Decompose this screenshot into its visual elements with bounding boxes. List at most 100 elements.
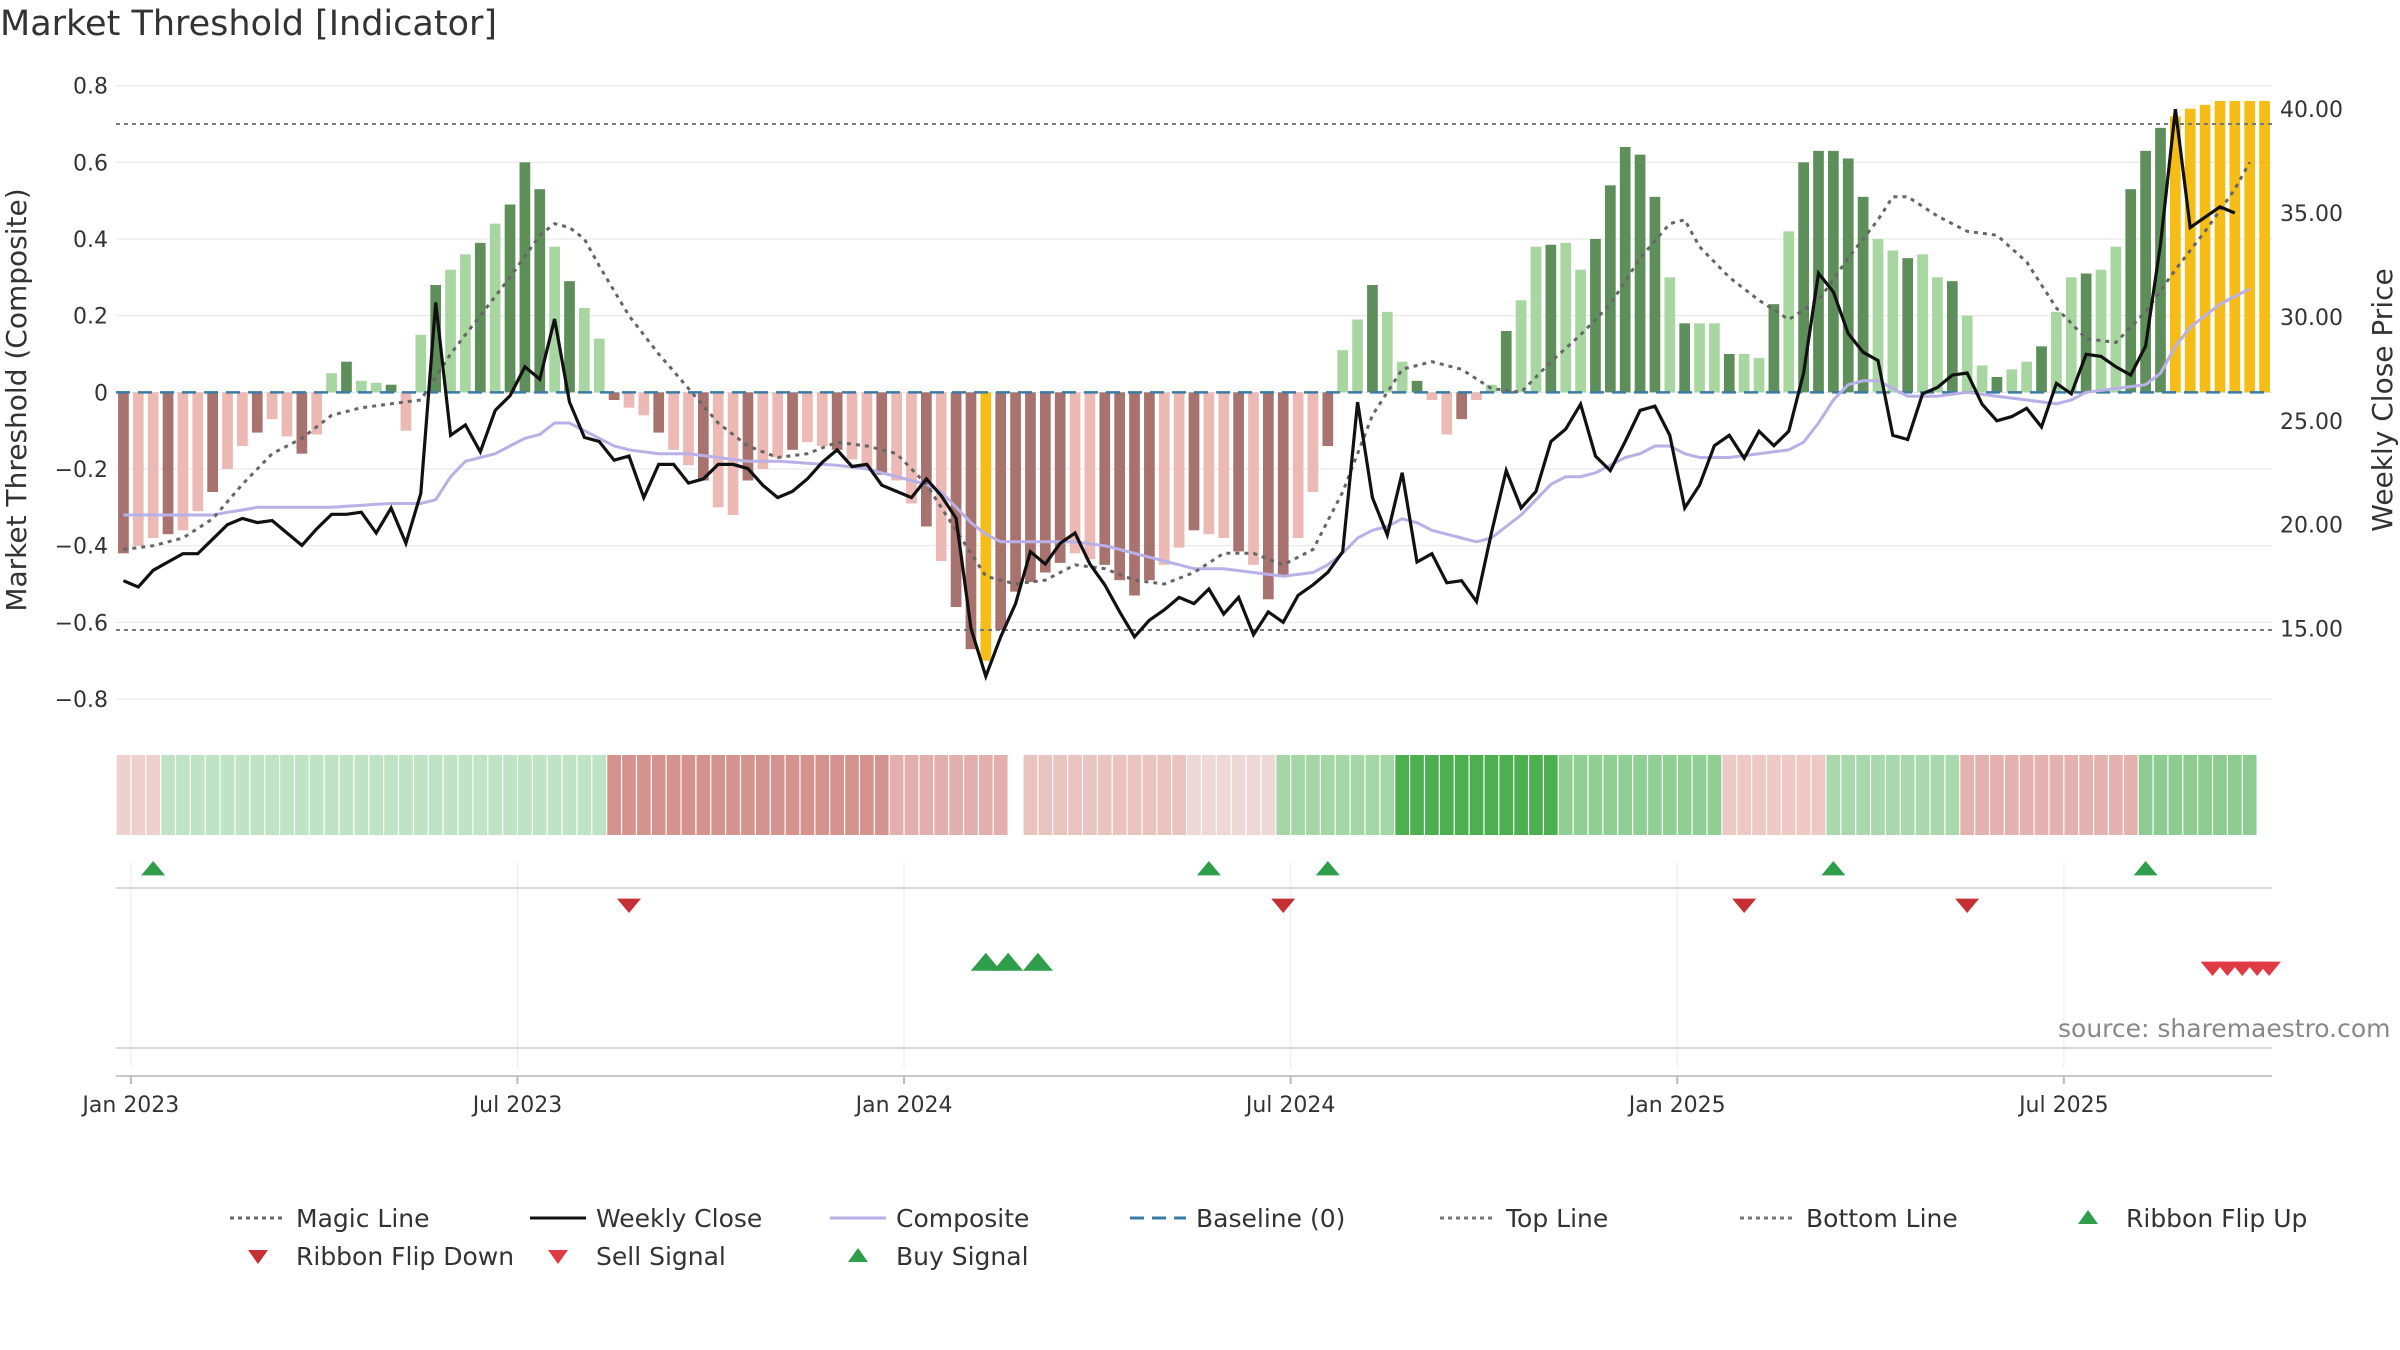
ribbon-cell (384, 755, 398, 835)
ribbon-cell (637, 755, 651, 835)
ribbon-cell (696, 755, 711, 835)
composite-bar (2036, 346, 2047, 393)
ribbon-cell (1202, 755, 1216, 835)
y-tick-label: 0.8 (73, 75, 108, 100)
ribbon-cell (2094, 755, 2108, 835)
ribbon-cell (1053, 755, 1068, 835)
composite-bar (1976, 365, 1988, 393)
composite-bar (608, 392, 620, 400)
composite-bar (980, 392, 992, 661)
composite-bar (1441, 392, 1453, 435)
ribbon-cell (1038, 755, 1053, 835)
y-right-tick-label: 25.00 (2280, 410, 2343, 435)
ribbon-cell (2227, 755, 2242, 835)
ribbon-cell (1707, 755, 1722, 835)
ribbon-cell (1469, 755, 1484, 835)
composite-bar (1515, 300, 1527, 393)
composite-bar (1292, 392, 1304, 538)
composite-bar (1218, 392, 1230, 538)
ribbon-cell (547, 755, 562, 835)
composite-bar (1932, 277, 1943, 393)
composite-bar (355, 380, 367, 393)
composite-bar (1352, 319, 1363, 393)
ribbon-cell (1633, 755, 1647, 835)
composite-bar (1619, 147, 1631, 393)
x-tick-label: Jul 2024 (1244, 1093, 1336, 1118)
composite-bar (1887, 250, 1899, 393)
ribbon-cell (1127, 755, 1142, 835)
ribbon-cell (473, 755, 488, 835)
y-right-tick-label: 40.00 (2280, 98, 2343, 123)
composite-bar (2229, 101, 2241, 393)
legend-label: Buy Signal (896, 1241, 1029, 1271)
ribbon-cell (2213, 755, 2227, 835)
ribbon-cell (131, 755, 146, 835)
composite-bar (162, 392, 174, 535)
magic-line (123, 161, 2252, 586)
ribbon-cell (1172, 755, 1186, 835)
ribbon-cell (205, 755, 220, 835)
sell-signal-marker (2257, 961, 2282, 976)
legend-line-icon (230, 1216, 286, 1220)
ribbon-cell (220, 755, 235, 835)
composite-bar (1500, 331, 1512, 393)
legend-item: Buy Signal (830, 1240, 1029, 1271)
y-tick-label: 0.6 (73, 151, 108, 176)
ribbon-cell (309, 755, 324, 835)
ribbon-cell (2138, 755, 2153, 835)
ribbon-cell (369, 755, 384, 835)
ribbon-cell (1618, 755, 1633, 835)
composite-bar (1649, 196, 1661, 393)
y-right-tick-label: 30.00 (2280, 306, 2343, 331)
legend-triangle-down-icon (248, 1250, 268, 1264)
ribbon-cell (1439, 755, 1454, 835)
y-tick-label: −0.4 (55, 535, 108, 560)
ribbon-flip-up-marker (2133, 861, 2158, 876)
legend-triangle-up-icon (848, 1248, 868, 1262)
legend-item: Ribbon Flip Up (2060, 1202, 2307, 1233)
ribbon-cell (488, 755, 502, 835)
ribbon-cell (458, 755, 473, 835)
legend-label: Ribbon Flip Down (296, 1241, 515, 1271)
ribbon-cell (1752, 755, 1766, 835)
composite-bar (2140, 150, 2151, 393)
composite-bar (266, 392, 278, 420)
composite-bar (1545, 244, 1557, 393)
ribbon-cell (1767, 755, 1781, 835)
composite-bar (1991, 377, 2003, 393)
ribbon-cell (993, 755, 1008, 835)
composite-bar (876, 392, 888, 475)
composite-bar (1842, 158, 1854, 393)
composite-bar (2051, 311, 2062, 393)
ribbon-cell (2242, 755, 2257, 835)
composite-bar (296, 392, 308, 454)
ribbon-cell (399, 755, 413, 835)
ribbon-cell (919, 755, 934, 835)
ribbon-cell (904, 755, 919, 835)
composite-bar (1084, 392, 1096, 560)
composite-bar (1144, 392, 1155, 581)
ribbon-cell (666, 755, 681, 835)
y-tick-label: −0.6 (55, 611, 108, 636)
composite-bar (430, 285, 442, 393)
y-tick-label: 0.2 (73, 305, 108, 330)
composite-bar (2169, 116, 2181, 393)
composite-bar (1946, 281, 1958, 393)
composite-bar (1367, 285, 1378, 393)
ribbon-cell (250, 755, 265, 835)
composite-bar (2110, 246, 2122, 393)
composite-bar (1025, 392, 1036, 583)
composite-bar (697, 392, 709, 481)
composite-bar (1337, 350, 1349, 393)
ribbon-cell (1425, 755, 1439, 835)
ribbon-cell (1558, 755, 1573, 835)
ribbon-cell (874, 755, 889, 835)
buy-signal-marker (993, 952, 1024, 971)
legend-item: Bottom Line (1740, 1202, 1958, 1233)
composite-bar (534, 189, 546, 393)
composite-bar (177, 392, 189, 531)
ribbon-cell (1231, 755, 1246, 835)
composite-bar (2214, 101, 2226, 393)
legend-item: Sell Signal (530, 1240, 726, 1271)
composite-bar (237, 392, 248, 446)
